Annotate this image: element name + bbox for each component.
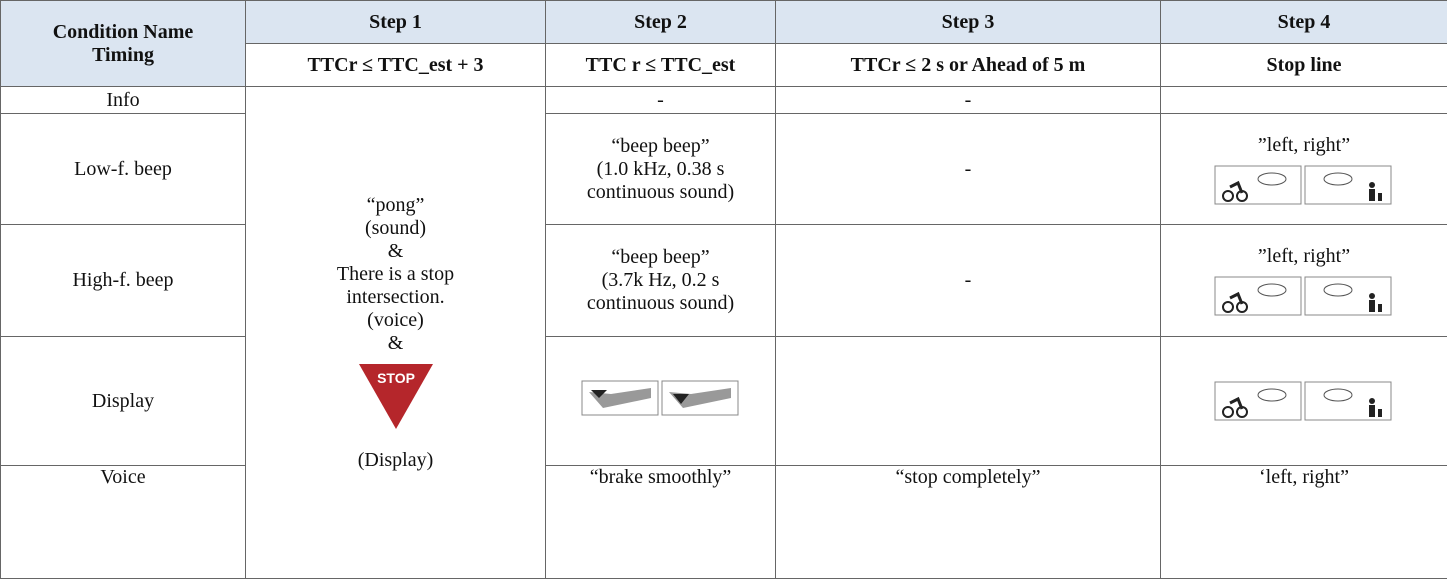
step1-line: (Display) — [250, 449, 541, 472]
step4-line: ”left, right” — [1165, 134, 1443, 157]
step-header: Step 2 — [546, 1, 776, 44]
step3-line: “stop completely” — [780, 466, 1156, 489]
row: High-f. beep “beep beep” (3.7k Hz, 0.2 s… — [1, 225, 1447, 337]
step4-cell: ‘left, right” — [1161, 466, 1447, 579]
step1-line: & — [250, 240, 541, 263]
step2-line: “brake smoothly” — [550, 466, 771, 489]
direction-icons — [1165, 381, 1443, 421]
step-header: Step 4 — [1161, 1, 1447, 44]
condition-cell: Voice — [1, 466, 246, 579]
step1-line: (voice) — [250, 309, 541, 332]
step4-cell — [1161, 87, 1447, 114]
step2-cell: - — [546, 87, 776, 114]
direction-icon — [1214, 381, 1394, 421]
step3-line: - — [780, 269, 1156, 292]
step3-line: - — [780, 89, 1156, 112]
step1-line: There is a stop — [250, 263, 541, 286]
condition: Low-f. beep — [5, 158, 241, 181]
corner-cell: Condition Name Timing — [1, 1, 246, 87]
step4-cell: ”left, right” — [1161, 114, 1447, 225]
step3-cell: - — [776, 114, 1161, 225]
step1-line: intersection. — [250, 286, 541, 309]
timing-cell: Stop line — [1161, 44, 1447, 87]
row: Low-f. beep “beep beep” (1.0 kHz, 0.38 s… — [1, 114, 1447, 225]
timing-cell: TTCr ≤ 2 s or Ahead of 5 m — [776, 44, 1161, 87]
step2-line: (1.0 kHz, 0.38 s — [550, 158, 771, 181]
condition-cell: Info — [1, 87, 246, 114]
step1-line: & — [250, 332, 541, 355]
stop-sign-text: STOP — [377, 370, 415, 386]
row: Voice “brake smoothly” “stop completely”… — [1, 466, 1447, 579]
header-row: Condition Name Timing Step 1 Step 2 Step… — [1, 1, 1447, 44]
row: Info “pong” (sound) & There is a stop in… — [1, 87, 1447, 114]
step1-line: “pong” — [250, 194, 541, 217]
pedal-icon — [581, 380, 741, 416]
step2-line: continuous sound) — [550, 181, 771, 204]
timing-cell: TTC r ≤ TTC_est — [546, 44, 776, 87]
step3-line: - — [780, 158, 1156, 181]
step4-cell — [1161, 337, 1447, 466]
corner-line: Condition Name — [5, 21, 241, 44]
step2-cell: “beep beep” (1.0 kHz, 0.38 s continuous … — [546, 114, 776, 225]
condition: Display — [5, 390, 241, 413]
step4-line: ‘left, right” — [1165, 466, 1443, 489]
direction-icons — [1165, 165, 1443, 205]
step3-cell: “stop completely” — [776, 466, 1161, 579]
step2-cell: “brake smoothly” — [546, 466, 776, 579]
row: Display — [1, 337, 1447, 466]
step3-cell: - — [776, 225, 1161, 337]
step-header: Step 3 — [776, 1, 1161, 44]
condition: High-f. beep — [5, 269, 241, 292]
step3-cell — [776, 337, 1161, 466]
step2-line: “beep beep” — [550, 135, 771, 158]
condition-cell: Display — [1, 337, 246, 466]
stop-sign: STOP — [356, 361, 436, 431]
condition: Info — [5, 89, 241, 112]
step2-line: continuous sound) — [550, 292, 771, 315]
condition-cell: High-f. beep — [1, 225, 246, 337]
step2-line: (3.7k Hz, 0.2 s — [550, 269, 771, 292]
corner-line: Timing — [5, 44, 241, 67]
timing-cell: TTCr ≤ TTC_est + 3 — [246, 44, 546, 87]
step4-cell: ”left, right” — [1161, 225, 1447, 337]
step1-cell: “pong” (sound) & There is a stop interse… — [246, 87, 546, 579]
step4-line: ”left, right” — [1165, 245, 1443, 268]
direction-icon — [1214, 165, 1394, 205]
step2-cell: “beep beep” (3.7k Hz, 0.2 s continuous s… — [546, 225, 776, 337]
step2-cell — [546, 337, 776, 466]
step2-line: “beep beep” — [550, 246, 771, 269]
condition: Voice — [5, 466, 241, 489]
step2-line: - — [550, 89, 771, 112]
direction-icon — [1214, 276, 1394, 316]
step1-line: (sound) — [250, 217, 541, 240]
step-header: Step 1 — [246, 1, 546, 44]
step3-cell: - — [776, 87, 1161, 114]
direction-icons — [1165, 276, 1443, 316]
condition-cell: Low-f. beep — [1, 114, 246, 225]
